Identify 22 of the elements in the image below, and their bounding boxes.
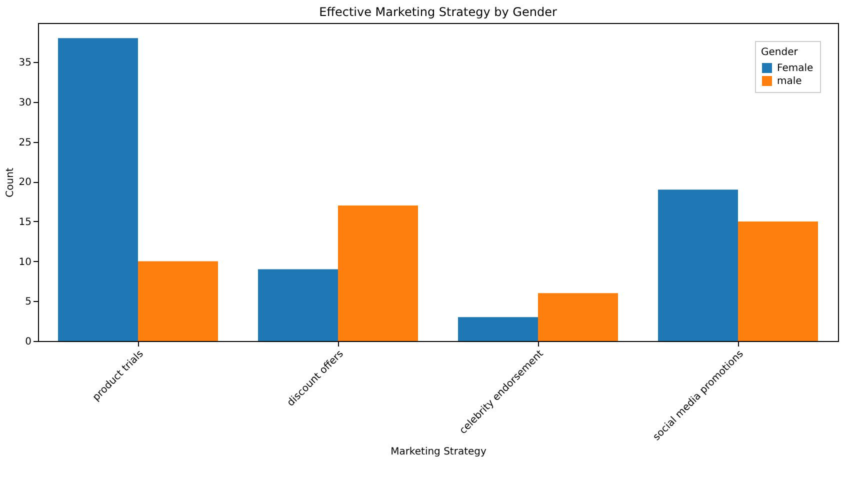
y-tick-label: 20 xyxy=(18,177,32,188)
legend-label: male xyxy=(777,76,802,87)
y-tick-label: 0 xyxy=(25,336,32,348)
chart-title: Effective Marketing Strategy by Gender xyxy=(319,5,557,19)
bar xyxy=(738,221,818,341)
y-tick-label: 30 xyxy=(18,97,32,108)
bar xyxy=(58,38,138,341)
x-axis-title: Marketing Strategy xyxy=(390,446,487,458)
y-axis-title: Count xyxy=(4,168,16,198)
y-tick-label: 15 xyxy=(18,216,32,228)
bar xyxy=(458,317,538,341)
y-tick-label: 35 xyxy=(18,58,32,69)
y-tick-label: 10 xyxy=(18,256,32,268)
bar xyxy=(338,206,418,341)
y-tick-label: 5 xyxy=(25,296,32,308)
bar xyxy=(658,190,738,341)
bar xyxy=(258,269,338,341)
legend-label: Female xyxy=(777,63,814,74)
bar xyxy=(138,261,218,341)
bar xyxy=(538,293,618,341)
legend-title: Gender xyxy=(761,47,799,58)
y-tick-label: 25 xyxy=(18,137,32,148)
